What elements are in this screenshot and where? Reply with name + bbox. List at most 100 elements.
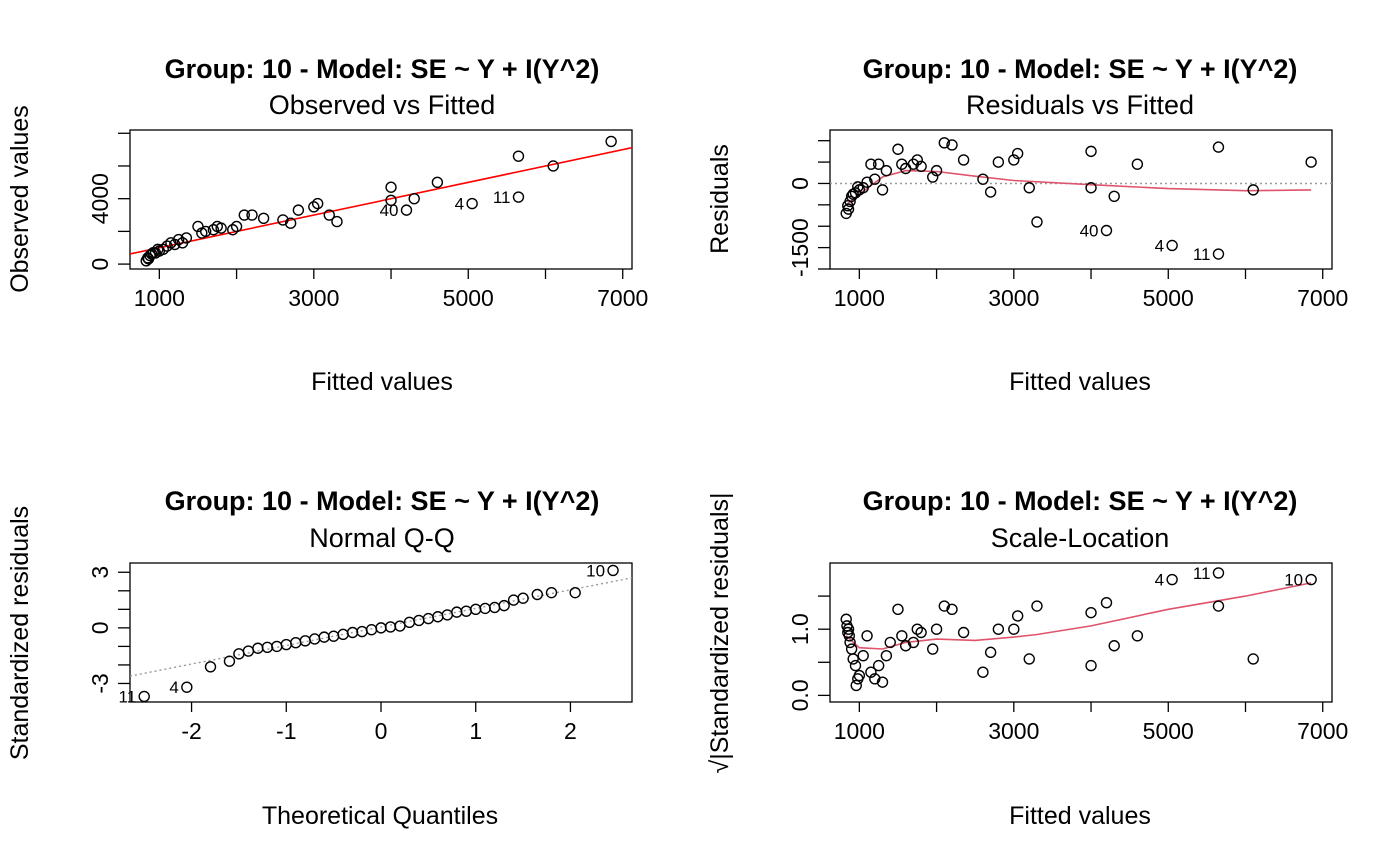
y-tick-label: 3: [87, 566, 113, 579]
smooth-line: [845, 169, 1312, 206]
data-point: [957, 626, 970, 639]
data-point: [957, 154, 970, 166]
panel-scale-location: Group: 10 - Model: SE ~ Y + I(Y^2) Scale…: [706, 486, 1348, 830]
y-axis-label: Residuals: [706, 144, 734, 254]
data-point: [271, 640, 283, 653]
plot-area: -2 -1 0 1 2 -3 0 3 11 4 10: [87, 561, 633, 744]
plot-area: 1000 3000 5000 7000 0 4000 40 4 11: [87, 129, 648, 311]
data-point: [569, 586, 581, 599]
data-point: [384, 621, 397, 633]
data-point: [896, 158, 908, 170]
plot-frame: [829, 129, 1333, 270]
data-point: [896, 630, 908, 642]
data-point: [1247, 653, 1259, 665]
data-point: [849, 659, 862, 672]
data-point: [843, 630, 856, 642]
data-point: [1100, 224, 1113, 237]
data-point: [992, 623, 1005, 635]
data-point: [1023, 653, 1035, 665]
data-point: [512, 191, 525, 203]
panel-title: Group: 10 - Model: SE ~ Y + I(Y^2): [165, 486, 600, 516]
data-point: [204, 661, 217, 673]
point-label: 11: [1193, 564, 1211, 583]
y-tick-label: 0.0: [787, 679, 813, 711]
panel-subtitle: Scale-Location: [991, 523, 1170, 553]
data-point: [547, 160, 559, 172]
data-point: [946, 603, 958, 616]
point-label: 11: [493, 188, 511, 207]
data-point: [1108, 640, 1120, 652]
data-point: [460, 605, 472, 617]
data-point: [876, 676, 889, 688]
data-point: [517, 592, 529, 604]
data-point: [1100, 597, 1113, 609]
data-point: [1166, 573, 1178, 586]
data-point: [1085, 145, 1097, 158]
y-tick-label: 0: [787, 177, 813, 190]
data-point: [172, 233, 185, 246]
data-point: [884, 636, 896, 649]
data-point: [280, 638, 292, 651]
data-point: [466, 197, 478, 210]
x-tick-label: 7000: [1297, 285, 1348, 311]
data-point: [215, 222, 227, 234]
data-point: [927, 643, 939, 655]
x-tick-label: 5000: [1143, 285, 1194, 311]
data-point: [915, 160, 927, 173]
panel-title: Group: 10 - Model: SE ~ Y + I(Y^2): [165, 54, 600, 84]
plot-marks: [830, 137, 1332, 260]
data-point: [977, 666, 989, 678]
data-point: [284, 217, 297, 229]
y-axis-label: Standardized residuals: [6, 506, 34, 760]
y-tick-label: -1500: [787, 218, 813, 277]
data-point: [850, 679, 862, 692]
data-point: [290, 636, 302, 649]
data-point: [1166, 239, 1178, 252]
data-point: [1085, 659, 1097, 672]
data-point: [842, 623, 855, 635]
data-point: [375, 622, 387, 634]
data-point: [488, 601, 501, 614]
x-axis-label: Fitted values: [1009, 802, 1151, 830]
data-point: [1085, 182, 1097, 194]
x-tick-label: 5000: [443, 285, 494, 311]
data-point: [385, 181, 397, 193]
data-point: [899, 640, 912, 652]
data-point: [223, 655, 236, 667]
data-point: [1011, 147, 1024, 160]
data-point: [872, 659, 885, 672]
data-point: [1131, 630, 1144, 642]
data-point: [977, 173, 989, 185]
data-point: [394, 620, 406, 632]
data-point: [911, 154, 923, 166]
data-point: [1008, 623, 1020, 635]
data-point: [144, 249, 156, 262]
data-point: [242, 645, 255, 657]
data-point: [869, 173, 881, 185]
data-point: [911, 623, 923, 635]
point-label: 10: [1284, 571, 1303, 590]
panel-title: Group: 10 - Model: SE ~ Y + I(Y^2): [863, 54, 1298, 84]
data-point: [161, 240, 173, 252]
panel-residuals-vs-fitted: Group: 10 - Model: SE ~ Y + I(Y^2) Resid…: [706, 54, 1348, 396]
y-axis-label: Observed values: [6, 105, 34, 293]
data-point: [1247, 184, 1259, 196]
data-point: [308, 201, 320, 213]
data-point: [984, 186, 997, 198]
point-label: 4: [455, 195, 464, 214]
x-tick-label: 5000: [1143, 718, 1194, 744]
data-point: [869, 673, 881, 685]
x-tick-label: -1: [276, 718, 296, 744]
data-point: [246, 209, 258, 221]
data-point: [847, 653, 859, 665]
data-point: [865, 666, 877, 678]
data-point: [1212, 567, 1225, 579]
data-point: [299, 635, 311, 647]
point-label: 40: [1080, 222, 1099, 241]
x-tick-label: 1000: [134, 285, 185, 311]
point-label: 40: [380, 201, 399, 220]
x-axis-label: Theoretical Quantiles: [262, 802, 498, 830]
data-point: [385, 194, 397, 207]
data-point: [892, 603, 904, 616]
